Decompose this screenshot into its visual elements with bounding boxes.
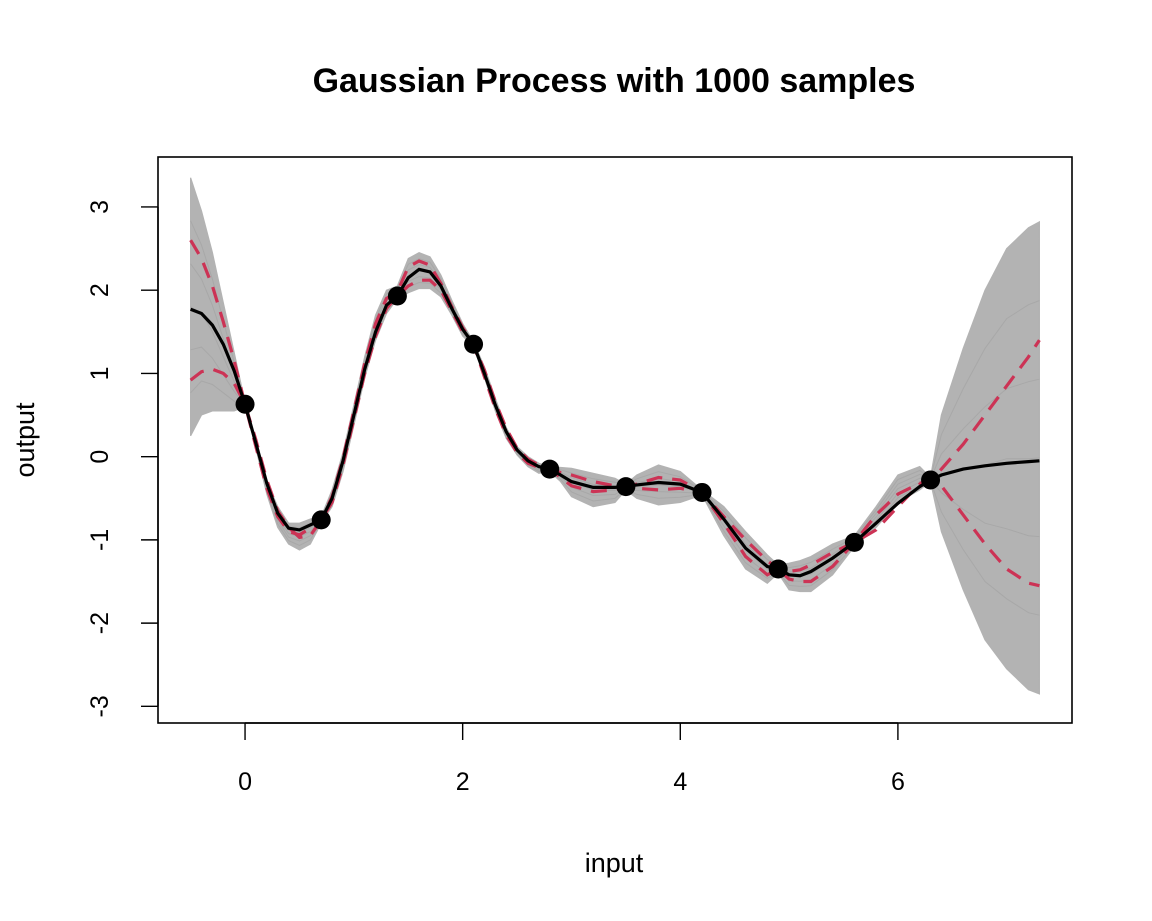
y-axis-label: output xyxy=(10,402,40,478)
y-axis: -3 -2 -1 0 1 2 3 xyxy=(86,200,159,717)
y-tick-label: -1 xyxy=(86,529,114,551)
sample-line xyxy=(190,276,1040,582)
x-tick-label: 2 xyxy=(456,768,470,796)
y-tick-label: -3 xyxy=(86,695,114,717)
sample-line xyxy=(190,281,1040,616)
plot-frame xyxy=(157,156,1073,724)
y-tick-label: 1 xyxy=(86,366,114,380)
chart-title: Gaussian Process with 1000 samples xyxy=(313,62,916,100)
observation-point xyxy=(616,477,636,497)
series-layer xyxy=(189,239,1041,588)
observation-point xyxy=(692,482,712,502)
observation-point xyxy=(311,510,331,530)
sample-envelope xyxy=(190,177,1040,695)
observation-point xyxy=(235,394,255,414)
observation-point xyxy=(844,532,864,552)
x-tick-label: 0 xyxy=(238,768,252,796)
observation-point xyxy=(387,286,407,306)
x-tick-label: 6 xyxy=(891,768,905,796)
observation-point xyxy=(921,470,941,490)
y-tick-label: 0 xyxy=(86,450,114,464)
x-axis-label: input xyxy=(585,848,644,878)
sample-band xyxy=(190,177,1040,695)
y-tick-label: 2 xyxy=(86,283,114,297)
x-tick-label: 4 xyxy=(673,768,687,796)
y-tick-label: -2 xyxy=(86,612,114,634)
credible-bound-lower-line xyxy=(189,278,1040,588)
observation-point xyxy=(768,559,788,579)
y-tick-label: 3 xyxy=(86,200,114,214)
observation-points xyxy=(235,286,941,579)
x-axis: 0 2 4 6 xyxy=(238,722,905,796)
observation-point xyxy=(464,334,484,354)
observation-point xyxy=(540,459,560,479)
